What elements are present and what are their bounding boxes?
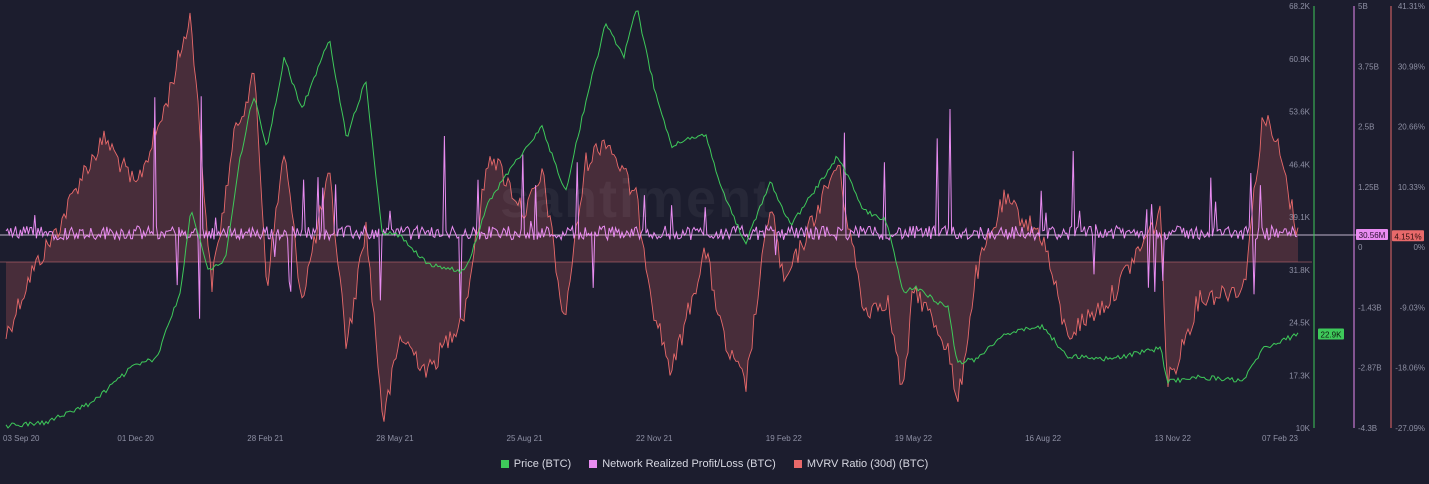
price-axis-tick-label: 24.5K [1289, 319, 1311, 328]
price-axis-tick-label: 68.2K [1289, 2, 1311, 11]
watermark: santiment [500, 169, 774, 229]
nrpl-current-badge-text: 30.56M [1359, 231, 1386, 240]
x-tick-label: 03 Sep 20 [3, 434, 40, 443]
price-series [5, 10, 1299, 429]
legend-swatch-mvrv [793, 460, 802, 468]
price-axis-tick-label: 17.3K [1289, 371, 1311, 380]
price-axis-tick-label: 46.4K [1289, 160, 1311, 169]
nrpl-current-badge-bg [1356, 229, 1388, 240]
price-axis-tick-label: 39.1K [1289, 213, 1311, 222]
price-axis-tick-label: 53.6K [1289, 108, 1311, 117]
mvrv-series [5, 12, 1299, 422]
nrpl-axis-tick-label: 1.25B [1358, 183, 1379, 192]
mvrv-current-badge-bg [1392, 230, 1424, 242]
legend-item-price[interactable]: Price (BTC) [500, 458, 572, 470]
mvrv-axis-tick-label: -9.03% [1400, 303, 1425, 312]
x-tick-label: 01 Dec 20 [117, 434, 154, 443]
price-axis-tick-label: 31.8K [1289, 266, 1311, 275]
nrpl-line [5, 96, 1298, 319]
nrpl-current-badge: 30.56M [1356, 229, 1388, 240]
nrpl-axis-tick-label: -4.3B [1358, 424, 1377, 433]
mvrv-axis-tick-label: 30.98% [1398, 62, 1425, 71]
mvrv-current-badge-text: 4.151% [1394, 232, 1421, 241]
price-current-badge: 22.9K [1318, 328, 1344, 340]
price-axis-tick-label: 10K [1296, 424, 1311, 433]
nrpl-axis-tick-label: 0 [1358, 243, 1363, 252]
mvrv-axis-tick-label: 0% [1413, 243, 1425, 252]
x-tick-label: 16 Aug 22 [1025, 434, 1062, 443]
mvrv-axis-tick-label: 41.31% [1398, 2, 1425, 11]
x-tick-label: 22 Nov 21 [636, 434, 673, 443]
legend-swatch-nrpl [589, 460, 598, 468]
mvrv-current-badge: 4.151% [1392, 230, 1424, 242]
price-current-badge-bg [1318, 328, 1344, 340]
mvrv-axis-tick-label: -27.09% [1395, 424, 1425, 433]
price-current-badge-text: 22.9K [1321, 330, 1343, 339]
x-tick-label: 19 May 22 [895, 434, 933, 443]
x-tick-label: 25 Aug 21 [507, 434, 544, 443]
nrpl-series [5, 96, 1298, 319]
x-tick-label: 13 Nov 22 [1154, 434, 1191, 443]
mvrv-line [5, 12, 1299, 422]
x-tick-label: 28 May 21 [376, 434, 414, 443]
price-line [5, 10, 1299, 429]
nrpl-axis-tick-label: 2.5B [1358, 123, 1374, 132]
axes-layer: 68.2K 60.9K 53.6K 46.4K 39.1K 31.8K 24.5K 17.3K… [3, 2, 1425, 443]
mvrv-axis-tick-label: 20.66% [1398, 123, 1425, 132]
legend-item-mvrv[interactable]: MVRV Ratio (30d) (BTC) [793, 458, 929, 470]
legend-swatch-price [500, 460, 509, 468]
legend-label-price: Price (BTC) [513, 458, 572, 470]
legend-item-nrpl[interactable]: Network Realized Profit/Loss (BTC) [589, 458, 776, 470]
x-tick-label: 07 Feb 23 [1262, 434, 1299, 443]
legend-label-mvrv: MVRV Ratio (30d) (BTC) [806, 458, 929, 470]
x-tick-label: 19 Feb 22 [766, 434, 803, 443]
legend: Price (BTC) Network Realized Profit/Loss… [0, 458, 1429, 470]
nrpl-axis-tick-label: 3.75B [1358, 62, 1379, 71]
value-badges: 22.9K 30.56M 4.151% [1318, 229, 1424, 340]
mvrv-axis-tick-label: 10.33% [1398, 183, 1425, 192]
price-axis-tick-label: 60.9K [1289, 55, 1311, 64]
nrpl-axis-tick-label: 5B [1358, 2, 1368, 11]
nrpl-axis-tick-label: -1.43B [1358, 303, 1382, 312]
nrpl-axis-tick-label: -2.87B [1358, 364, 1382, 373]
x-tick-label: 28 Feb 21 [247, 434, 284, 443]
mvrv-axis-tick-label: -18.06% [1395, 364, 1425, 373]
legend-label-nrpl: Network Realized Profit/Loss (BTC) [602, 458, 776, 470]
